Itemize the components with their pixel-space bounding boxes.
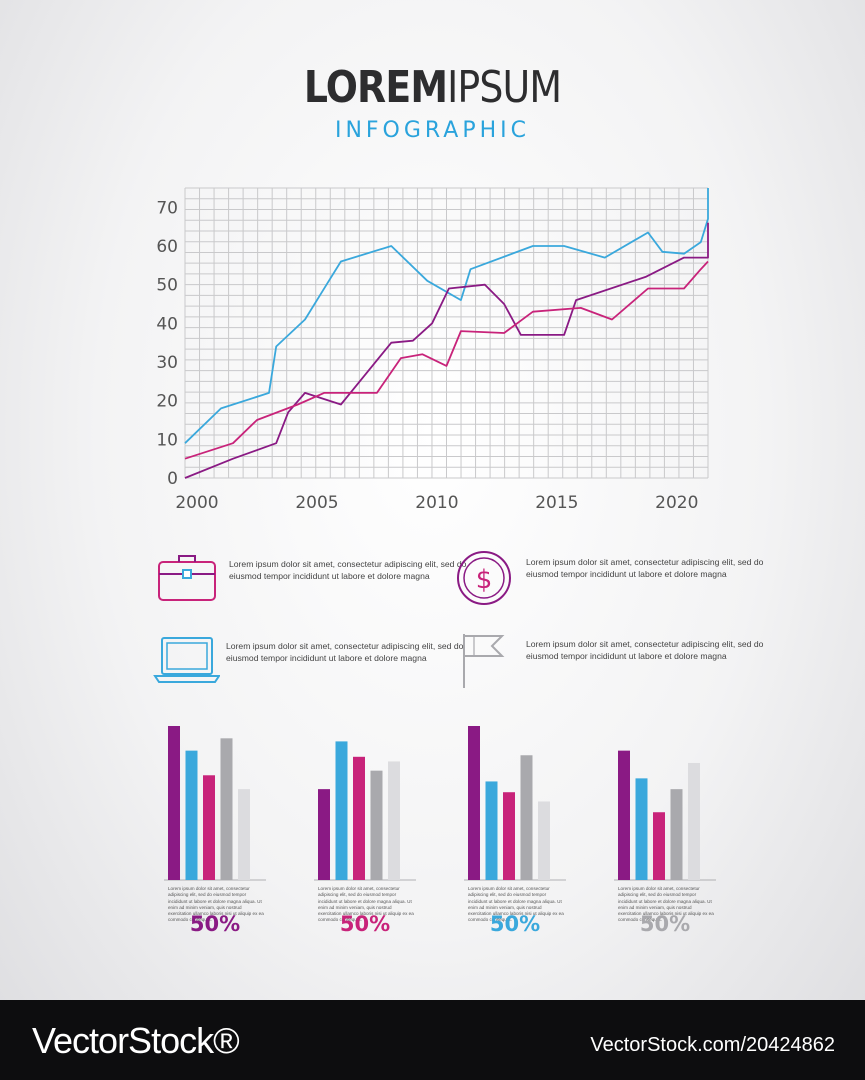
bar xyxy=(370,770,383,880)
chart-grid xyxy=(184,187,709,479)
feature-briefcase: Lorem ipsum dolor sit amet, consectetur … xyxy=(155,550,475,610)
y-tick-label: 0 xyxy=(167,469,178,489)
bar-group-percent: 50% xyxy=(489,912,541,936)
bar-group-text: Lorem ipsum dolor sit amet, consectetur … xyxy=(168,886,264,923)
y-tick-label: 30 xyxy=(156,353,178,373)
footer-brand: VectorStock® xyxy=(32,1020,240,1061)
flag-icon xyxy=(452,630,520,690)
bar-group-text: Lorem ipsum dolor sit amet, consectetur … xyxy=(318,886,414,923)
bar xyxy=(353,756,365,880)
page-title: LOREMIPSUM xyxy=(61,62,805,114)
y-tick-label: 40 xyxy=(156,314,178,334)
feature-text: Lorem ipsum dolor sit amet, consectetur … xyxy=(526,639,764,661)
y-tick-label: 20 xyxy=(156,392,178,412)
bar xyxy=(168,726,180,880)
y-tick-label: 60 xyxy=(156,237,178,257)
bar xyxy=(688,762,700,880)
bar-group-percent: 50% xyxy=(339,912,391,936)
page-subtitle: INFOGRAPHIC xyxy=(334,118,531,143)
x-tick-label: 2015 xyxy=(535,493,578,513)
bar xyxy=(238,789,250,880)
series-line-3 xyxy=(184,260,709,460)
bar xyxy=(203,775,215,880)
x-tick-label: 2020 xyxy=(655,493,698,513)
bar xyxy=(185,750,198,880)
feature-flag: Lorem ipsum dolor sit amet, consectetur … xyxy=(452,630,772,690)
bar-group-1: Lorem ipsum dolor sit amet, consectetur … xyxy=(160,720,270,950)
bar xyxy=(335,741,348,880)
bar xyxy=(388,761,400,880)
feature-dollar: $ Lorem ipsum dolor sit amet, consectetu… xyxy=(452,548,772,608)
bar-group-4: Lorem ipsum dolor sit amet, consectetur … xyxy=(610,720,720,950)
series-line-2 xyxy=(184,222,709,479)
bar xyxy=(653,812,665,880)
series-line-1 xyxy=(184,188,709,444)
bar-chart xyxy=(614,750,716,881)
feature-text: Lorem ipsum dolor sit amet, consectetur … xyxy=(229,559,467,581)
bar xyxy=(520,755,533,880)
x-tick-label: 2005 xyxy=(295,493,338,513)
x-tick-label: 2010 xyxy=(415,493,458,513)
bar xyxy=(538,801,550,880)
y-tick-label: 70 xyxy=(156,198,178,218)
bar xyxy=(670,789,683,880)
bar xyxy=(220,738,233,880)
bar-group-percent: 50% xyxy=(639,912,691,936)
y-tick-label: 50 xyxy=(156,276,178,296)
bar-chart xyxy=(314,741,416,881)
y-tick-label: 10 xyxy=(156,430,178,450)
bar-group-2: Lorem ipsum dolor sit amet, consectetur … xyxy=(310,720,420,950)
x-tick-label: 2000 xyxy=(175,493,218,513)
feature-text: Lorem ipsum dolor sit amet, consectetur … xyxy=(226,641,464,663)
bar xyxy=(468,726,480,880)
line-chart: 0 10 20 30 40 50 60 70 2000 2005 2010 2015 2020 xyxy=(156,187,709,513)
bar xyxy=(635,778,648,880)
footer: VectorStock® VectorStock.com/20424862 xyxy=(0,1000,865,1080)
bar-group-percent: 50% xyxy=(189,912,241,936)
feature-text: Lorem ipsum dolor sit amet, consectetur … xyxy=(526,557,764,579)
bar-group-text: Lorem ipsum dolor sit amet, consectetur … xyxy=(468,886,564,923)
bar-group-3: Lorem ipsum dolor sit amet, consectetur … xyxy=(460,720,570,950)
header: LOREMIPSUM INFOGRAPHIC xyxy=(0,62,865,143)
svg-text:$: $ xyxy=(476,565,493,595)
bar xyxy=(618,750,630,880)
dollar-coin-icon: $ xyxy=(452,548,520,608)
title-rest: IPSUM xyxy=(447,62,562,113)
footer-code: VectorStock.com/20424862 xyxy=(590,1034,835,1056)
bar xyxy=(485,781,498,880)
bar-chart xyxy=(164,726,266,881)
bar-chart xyxy=(464,726,566,881)
title-bold: LOREM xyxy=(303,62,448,113)
feature-laptop: Lorem ipsum dolor sit amet, consectetur … xyxy=(152,632,472,692)
briefcase-icon xyxy=(155,550,223,610)
bar xyxy=(318,789,330,880)
bar-group-text: Lorem ipsum dolor sit amet, consectetur … xyxy=(618,886,714,923)
laptop-icon xyxy=(152,632,221,692)
bar xyxy=(503,792,515,880)
